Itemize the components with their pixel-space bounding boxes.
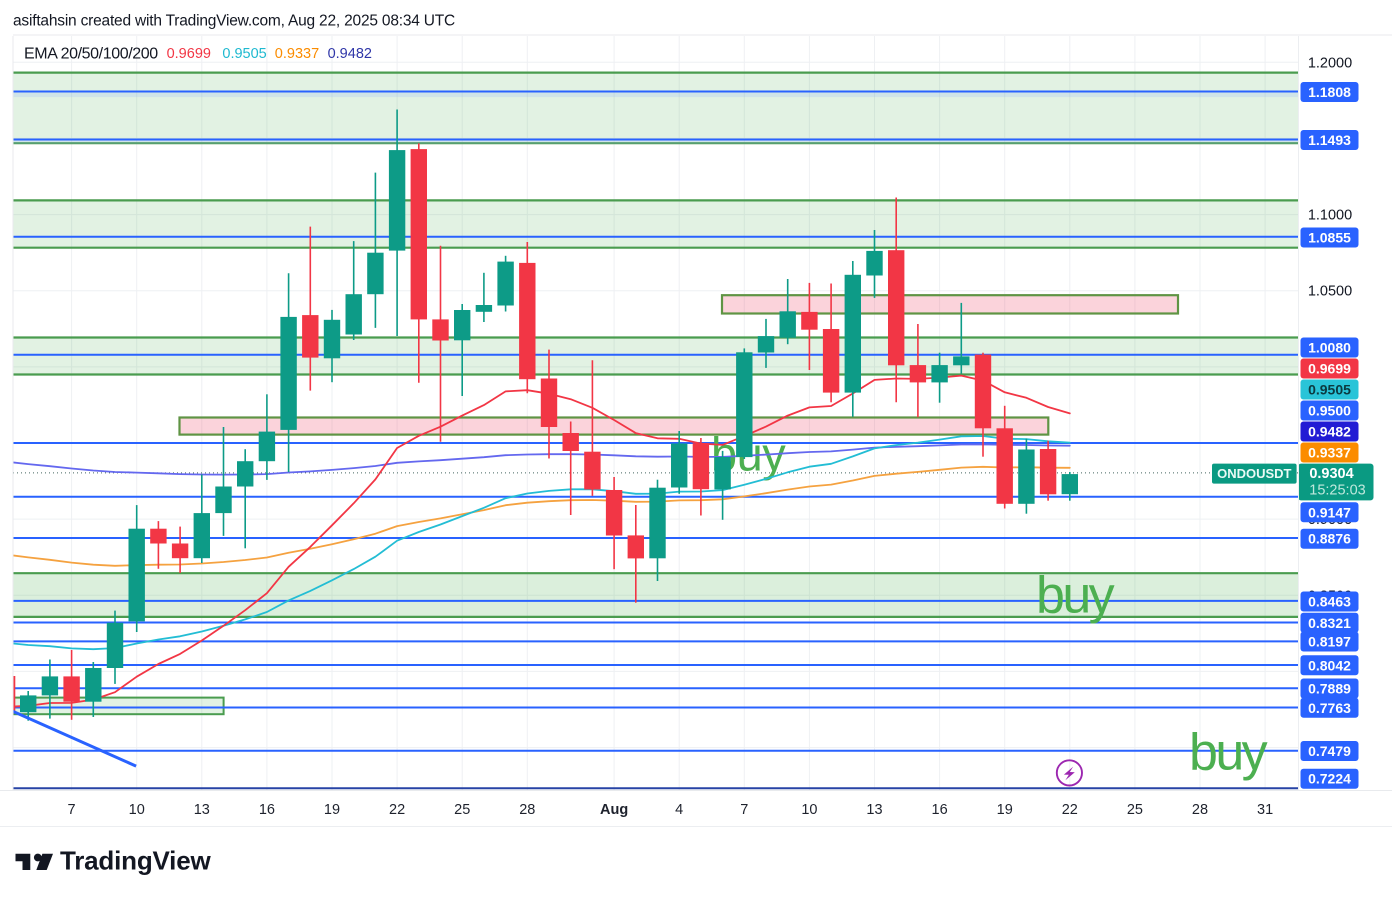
svg-text:1.0500: 1.0500 — [1308, 284, 1352, 300]
svg-text:10: 10 — [801, 802, 817, 818]
svg-text:16: 16 — [259, 802, 275, 818]
svg-text:0.9505: 0.9505 — [1308, 382, 1351, 398]
svg-text:25: 25 — [1127, 802, 1143, 818]
svg-text:19: 19 — [324, 802, 340, 818]
svg-text:0.9337: 0.9337 — [275, 46, 319, 62]
svg-text:0.9337: 0.9337 — [1308, 445, 1351, 461]
svg-text:13: 13 — [194, 802, 210, 818]
svg-text:0.7224: 0.7224 — [1308, 771, 1351, 787]
svg-text:28: 28 — [519, 802, 535, 818]
svg-text:10: 10 — [129, 802, 145, 818]
svg-text:13: 13 — [866, 802, 882, 818]
svg-text:0.8042: 0.8042 — [1308, 657, 1351, 673]
svg-text:0.8197: 0.8197 — [1308, 634, 1351, 650]
svg-text:buy: buy — [1189, 723, 1268, 781]
svg-text:0.9505: 0.9505 — [222, 46, 266, 62]
svg-text:1.2000: 1.2000 — [1308, 55, 1352, 71]
svg-text:1.0080: 1.0080 — [1308, 340, 1351, 356]
svg-text:31: 31 — [1257, 802, 1273, 818]
svg-text:0.7479: 0.7479 — [1308, 743, 1351, 759]
svg-text:ONDOUSDT: ONDOUSDT — [1217, 466, 1291, 481]
svg-text:0.7763: 0.7763 — [1308, 700, 1351, 716]
svg-text:1.1000: 1.1000 — [1308, 208, 1352, 224]
svg-text:0.9500: 0.9500 — [1308, 403, 1351, 419]
svg-text:7: 7 — [740, 802, 748, 818]
svg-text:0.9482: 0.9482 — [1308, 424, 1351, 440]
svg-text:0.9147: 0.9147 — [1308, 504, 1351, 520]
svg-text:asiftahsin created with Tradin: asiftahsin created with TradingView.com,… — [13, 13, 455, 30]
svg-text:22: 22 — [389, 802, 405, 818]
svg-text:15:25:03: 15:25:03 — [1309, 483, 1365, 499]
svg-text:0.8321: 0.8321 — [1308, 615, 1351, 631]
svg-text:22: 22 — [1062, 802, 1078, 818]
svg-text:0.9699: 0.9699 — [1308, 361, 1351, 377]
svg-text:19: 19 — [997, 802, 1013, 818]
svg-text:4: 4 — [675, 802, 683, 818]
svg-text:0.7889: 0.7889 — [1308, 681, 1351, 697]
svg-text:1.0855: 1.0855 — [1308, 230, 1351, 246]
svg-text:0.8876: 0.8876 — [1308, 531, 1351, 547]
svg-text:0.9304: 0.9304 — [1309, 466, 1353, 482]
svg-text:16: 16 — [932, 802, 948, 818]
svg-text:7: 7 — [68, 802, 76, 818]
svg-text:EMA 20/50/100/200: EMA 20/50/100/200 — [24, 46, 158, 63]
svg-text:Aug: Aug — [600, 802, 628, 818]
svg-text:1.1493: 1.1493 — [1308, 132, 1351, 148]
svg-text:TradingView: TradingView — [60, 846, 211, 876]
svg-text:25: 25 — [454, 802, 470, 818]
svg-text:1.1808: 1.1808 — [1308, 84, 1351, 100]
svg-text:buy: buy — [1036, 567, 1115, 625]
svg-text:0.9699: 0.9699 — [167, 46, 211, 62]
svg-text:28: 28 — [1192, 802, 1208, 818]
svg-text:0.8463: 0.8463 — [1308, 594, 1351, 610]
svg-text:0.9482: 0.9482 — [328, 46, 372, 62]
